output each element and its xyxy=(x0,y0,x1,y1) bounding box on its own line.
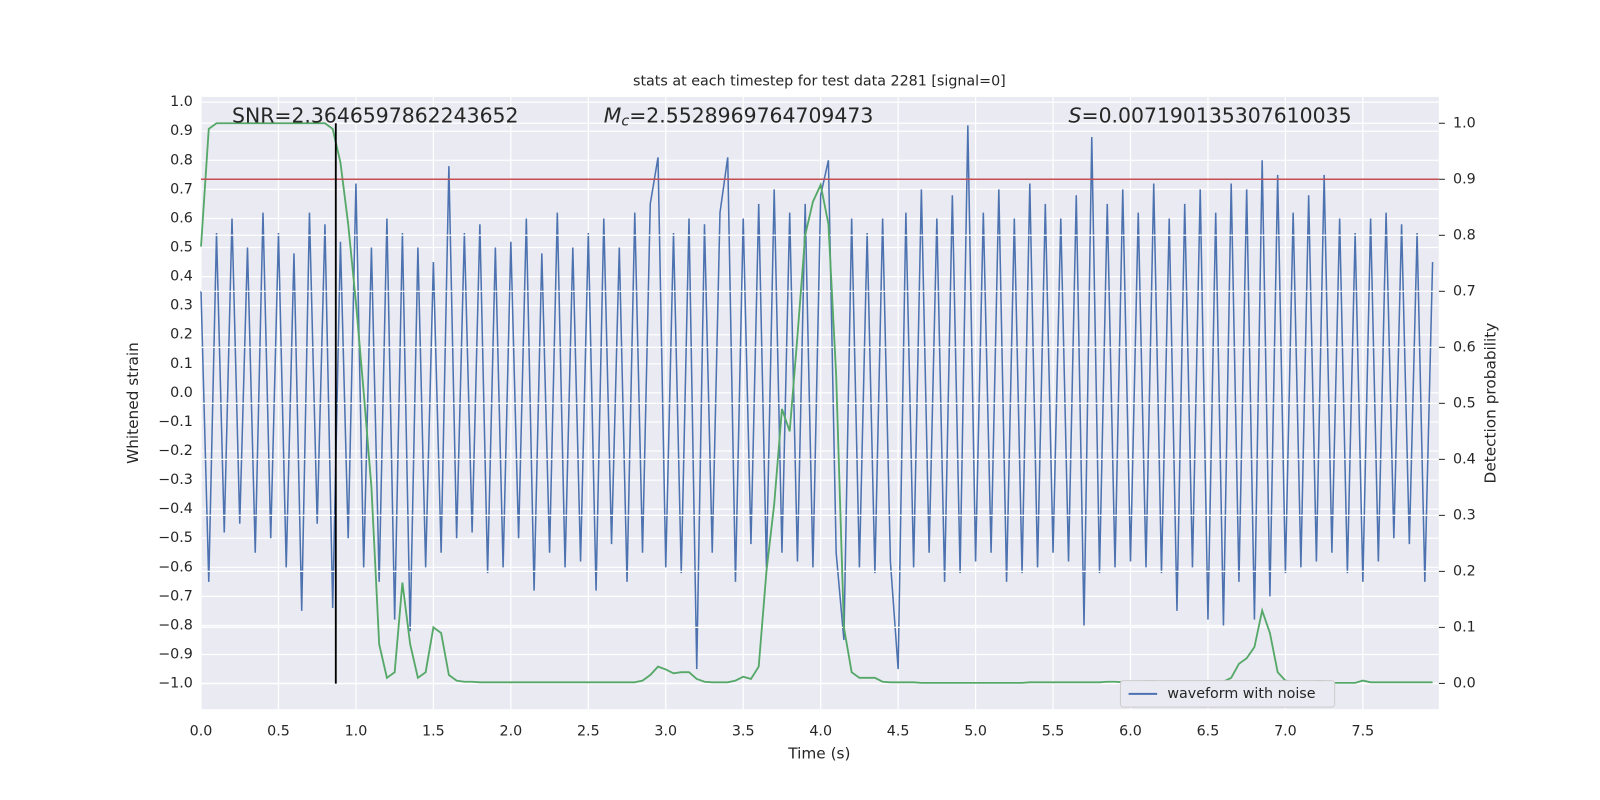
y-tick-label: −0.8 xyxy=(158,617,193,633)
x-tick-label: 0.0 xyxy=(190,724,213,740)
y-tick-label: −1.0 xyxy=(158,676,193,692)
y-tick-label: 0.1 xyxy=(170,356,193,372)
y-tick-label: −0.1 xyxy=(158,414,193,430)
x-tick-label: 2.5 xyxy=(577,724,600,740)
annotation-label: M xyxy=(604,103,622,127)
annotation-value: =2.5528969764709473 xyxy=(629,103,873,127)
y-tick-label: −0.7 xyxy=(158,588,193,604)
y2-tick-label: 0.0 xyxy=(1453,675,1476,691)
y-tick-label: −0.6 xyxy=(158,559,193,575)
x-tick-label: 1.5 xyxy=(422,724,445,740)
annotation: SNR=2.3646597862243652 xyxy=(232,103,519,127)
y-tick-label: −0.3 xyxy=(158,472,193,488)
y-tick-label: 0.4 xyxy=(170,269,193,285)
y-axis-label: Whitened strain xyxy=(124,342,142,464)
y-tick-label: 0.7 xyxy=(170,181,193,197)
waveform-line xyxy=(200,125,1434,670)
y-tick-label: −0.9 xyxy=(158,647,193,663)
annotation-subscript: c xyxy=(621,113,629,129)
annotation-label: S xyxy=(1069,103,1082,127)
x-tick-label: 5.0 xyxy=(964,724,987,740)
x-tick-label: 4.0 xyxy=(809,724,832,740)
y-tick-label: 1.0 xyxy=(170,94,193,110)
y-tick-label: 0.2 xyxy=(170,327,193,343)
y-tick-label: −0.2 xyxy=(158,443,193,459)
x-tick-label: 6.5 xyxy=(1197,724,1220,740)
y-tick-label: 0.3 xyxy=(170,298,193,314)
x-tick-label: 4.5 xyxy=(887,724,910,740)
y2-tick-label: 0.6 xyxy=(1453,339,1476,355)
y2-tick-label: 0.1 xyxy=(1453,619,1476,635)
x-tick-label: 3.0 xyxy=(654,724,677,740)
y-tick-label: 0.6 xyxy=(170,210,193,226)
x-tick-label: 6.0 xyxy=(1119,724,1142,740)
legend-box xyxy=(1119,680,1336,708)
y-tick-label: 0.8 xyxy=(170,152,193,168)
annotation-value: =0.007190135307610035 xyxy=(1081,103,1351,127)
y2-tick-label: 0.9 xyxy=(1453,171,1476,187)
x-tick-label: 7.5 xyxy=(1352,724,1375,740)
y2-tick-label: 0.2 xyxy=(1453,563,1476,579)
y2-tick-label: 0.7 xyxy=(1453,283,1476,299)
x-tick-label: 0.5 xyxy=(267,724,290,740)
annotation: Mc=2.5528969764709473 xyxy=(604,103,874,129)
y-tick-label: 0.9 xyxy=(170,123,193,139)
x-tick-label: 2.0 xyxy=(500,724,523,740)
x-axis-label: Time (s) xyxy=(787,745,850,763)
y2-tick-label: 0.4 xyxy=(1453,451,1476,467)
probability-line xyxy=(200,122,1433,684)
x-tick-label: 7.0 xyxy=(1274,724,1297,740)
annotation: S=0.007190135307610035 xyxy=(1069,103,1352,127)
y-tick-label: 0.5 xyxy=(170,240,193,256)
y2-tick-label: 0.3 xyxy=(1453,507,1476,523)
chart-title: stats at each timestep for test data 228… xyxy=(633,74,1006,90)
y-tick-label: −0.5 xyxy=(158,530,193,546)
x-tick-label: 3.5 xyxy=(732,724,755,740)
x-tick-label: 5.5 xyxy=(1042,724,1065,740)
annotation-value: =2.3646597862243652 xyxy=(274,103,518,127)
x-tick-label: 1.0 xyxy=(345,724,368,740)
y2-tick-label: 0.8 xyxy=(1453,227,1476,243)
y-tick-label: −0.4 xyxy=(158,501,193,517)
y2-tick-label: 1.0 xyxy=(1453,115,1476,131)
y2-tick-label: 0.5 xyxy=(1453,395,1476,411)
legend-label: waveform with noise xyxy=(1167,686,1315,702)
y-tick-label: 0.0 xyxy=(170,385,193,401)
annotation-label: SNR xyxy=(232,103,274,127)
y2-axis-label: Detection probability xyxy=(1481,323,1499,484)
